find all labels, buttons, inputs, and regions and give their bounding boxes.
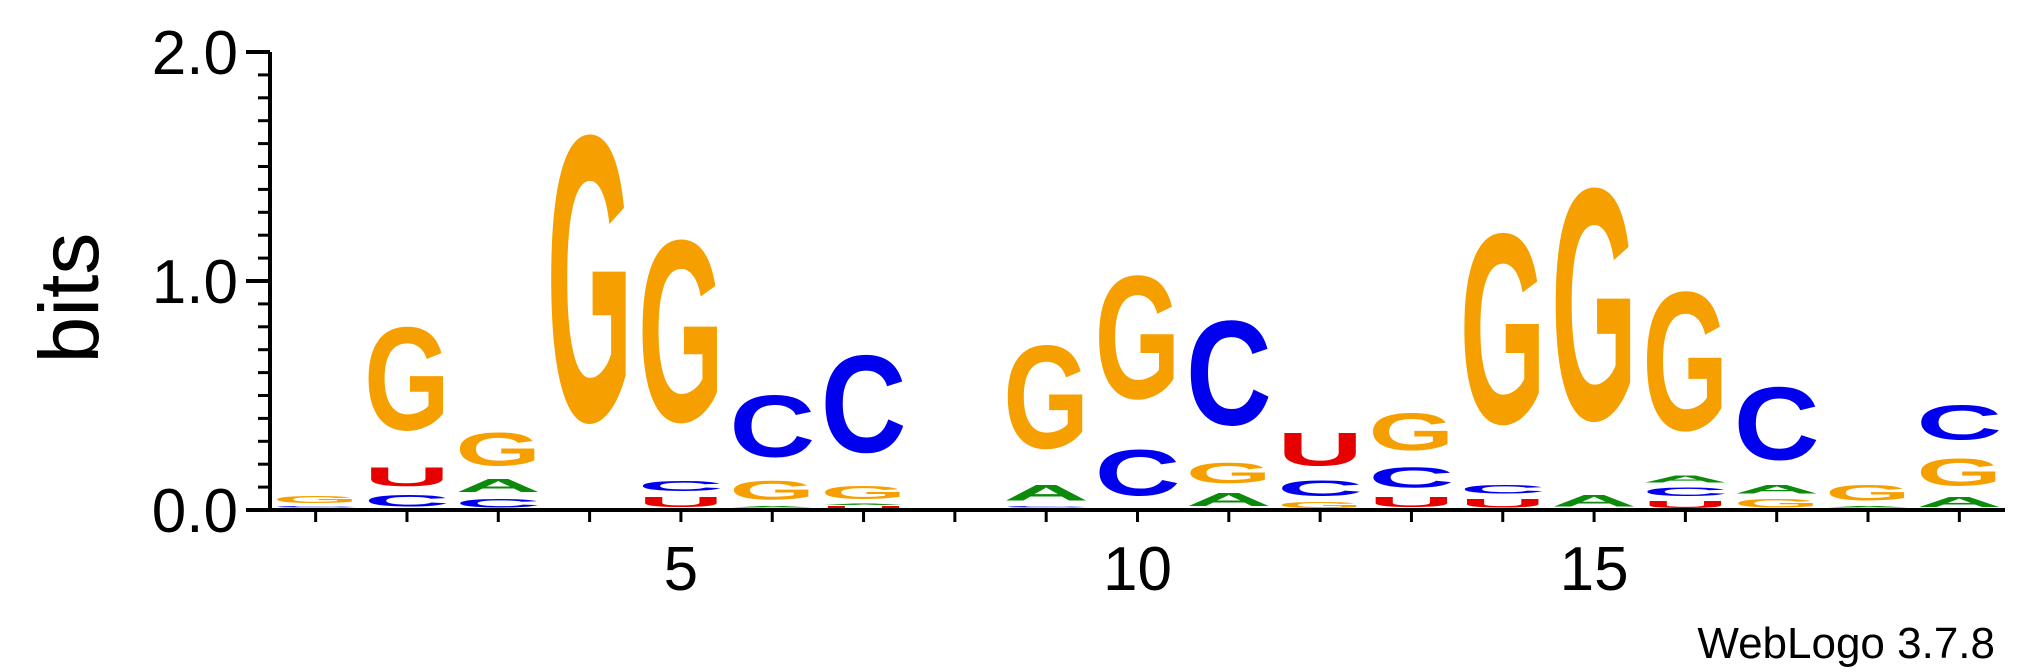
- logo-letter-u-pos-12: U: [1277, 423, 1363, 476]
- logo-letter-g-pos-7: G: [821, 482, 907, 503]
- logo-letter-g-pos-1: G: [273, 494, 359, 505]
- logo-letter-g-pos-2: G: [364, 296, 450, 461]
- logo-letter-a-pos-18: A: [1825, 505, 1911, 507]
- logo-letter-g-pos-10: G: [1095, 240, 1181, 436]
- logo-letter-g-pos-12: G: [1277, 501, 1363, 510]
- logo-letter-u-pos-13: U: [1369, 494, 1455, 510]
- weblogo-credit: WebLogo 3.7.8: [1697, 619, 1995, 667]
- logo-letter-c-pos-1: C: [273, 505, 359, 507]
- logo-letter-g-pos-14: G: [1460, 176, 1546, 480]
- y-ticks: 0.0 1.0 2.0: [152, 19, 270, 546]
- logo-letter-c-pos-14: C: [1460, 483, 1546, 497]
- logo-letter-a-pos-16: A: [1642, 473, 1728, 484]
- plot-marks: UCGCUGCAGGUCGUAGCUAGCUCAGCGAGCGCUUCGUCGA…: [273, 51, 2003, 510]
- logo-letter-a-pos-19: A: [1916, 494, 2002, 510]
- logo-letter-a-pos-17: A: [1734, 483, 1820, 497]
- logo-letter-c-pos-9: C: [1003, 505, 1089, 507]
- logo-letter-c-pos-10: C: [1095, 437, 1181, 510]
- logo-letter-c-pos-5: C: [638, 478, 724, 494]
- logo-letter-g-pos-9: G: [1003, 314, 1089, 479]
- logo-letter-c-pos-16: C: [1642, 485, 1728, 499]
- logo-letter-g-pos-18: G: [1825, 480, 1911, 505]
- logo-letter-g-pos-15: G: [1551, 121, 1637, 490]
- logo-letter-u-pos-7: U: [821, 505, 907, 510]
- x-tick-label: 5: [664, 535, 698, 604]
- logo-letter-a-pos-6: A: [729, 505, 815, 507]
- x-tick-label: 10: [1103, 535, 1172, 604]
- logo-letter-a-pos-9: A: [1003, 480, 1089, 505]
- logo-letter-g-pos-13: G: [1369, 403, 1455, 462]
- logo-letter-g-pos-11: G: [1186, 458, 1272, 490]
- logo-letter-g-pos-5: G: [638, 187, 724, 477]
- logo-letter-c-pos-13: C: [1369, 462, 1455, 494]
- logo-letter-c-pos-12: C: [1277, 476, 1363, 501]
- logo-letter-g-pos-16: G: [1642, 252, 1728, 473]
- logo-letter-g-pos-3: G: [455, 423, 541, 476]
- logo-letter-u-pos-14: U: [1460, 496, 1546, 510]
- logo-letter-c-pos-17: C: [1734, 365, 1820, 482]
- y-tick-label: 0.0: [152, 477, 238, 546]
- logo-letter-c-pos-2: C: [364, 492, 450, 510]
- logo-letter-u-pos-5: U: [638, 494, 724, 510]
- logo-letter-u-pos-16: U: [1642, 499, 1728, 510]
- logo-letter-g-pos-6: G: [729, 476, 815, 506]
- logo-letter-a-pos-3: A: [455, 476, 541, 497]
- x-tick-label: 15: [1560, 535, 1629, 604]
- logo-letter-g-pos-19: G: [1916, 450, 2002, 494]
- y-tick-label: 2.0: [152, 19, 238, 88]
- logo-letter-c-pos-6: C: [729, 377, 815, 475]
- logo-letter-g-pos-4: G: [547, 51, 633, 507]
- logo-letter-c-pos-7: C: [821, 327, 907, 482]
- logo-letter-a-pos-7: A: [821, 503, 907, 505]
- logo-letter-c-pos-19: C: [1916, 396, 2002, 451]
- logo-letter-c-pos-3: C: [455, 496, 541, 510]
- logo-letter-g-pos-17: G: [1734, 496, 1820, 510]
- logo-letter-a-pos-11: A: [1186, 490, 1272, 511]
- logo-letter-c-pos-11: C: [1186, 290, 1272, 457]
- logo-letter-a-pos-15: A: [1551, 492, 1637, 510]
- logo-letter-u-pos-2: U: [364, 462, 450, 492]
- y-tick-label: 1.0: [152, 248, 238, 317]
- x-ticks: 5 10 15: [314, 510, 1961, 604]
- y-axis-label: bits: [22, 233, 116, 364]
